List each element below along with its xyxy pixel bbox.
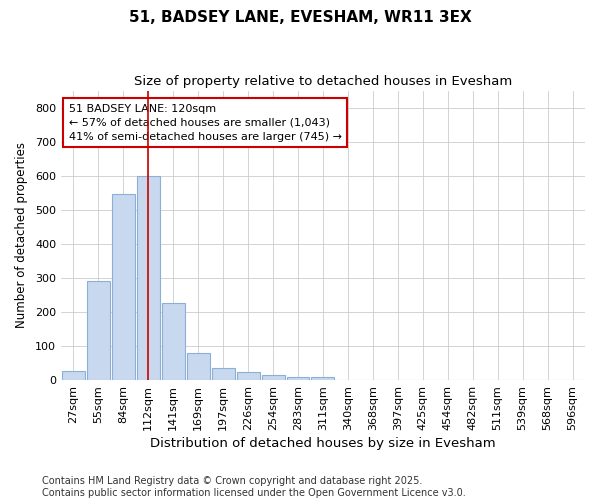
Bar [137, 176, 160, 380]
Title: Size of property relative to detached houses in Evesham: Size of property relative to detached ho… [134, 75, 512, 88]
Bar [212, 368, 235, 380]
Bar [236, 372, 260, 380]
Text: 51, BADSEY LANE, EVESHAM, WR11 3EX: 51, BADSEY LANE, EVESHAM, WR11 3EX [128, 10, 472, 25]
Bar [311, 377, 334, 380]
Bar [112, 194, 135, 380]
Bar [62, 371, 85, 380]
X-axis label: Distribution of detached houses by size in Evesham: Distribution of detached houses by size … [150, 437, 496, 450]
Bar [287, 377, 310, 380]
Bar [262, 376, 284, 380]
Y-axis label: Number of detached properties: Number of detached properties [15, 142, 28, 328]
Text: 51 BADSEY LANE: 120sqm
← 57% of detached houses are smaller (1,043)
41% of semi-: 51 BADSEY LANE: 120sqm ← 57% of detached… [69, 104, 342, 142]
Text: Contains HM Land Registry data © Crown copyright and database right 2025.
Contai: Contains HM Land Registry data © Crown c… [42, 476, 466, 498]
Bar [187, 353, 209, 380]
Bar [87, 280, 110, 380]
Bar [162, 304, 185, 380]
